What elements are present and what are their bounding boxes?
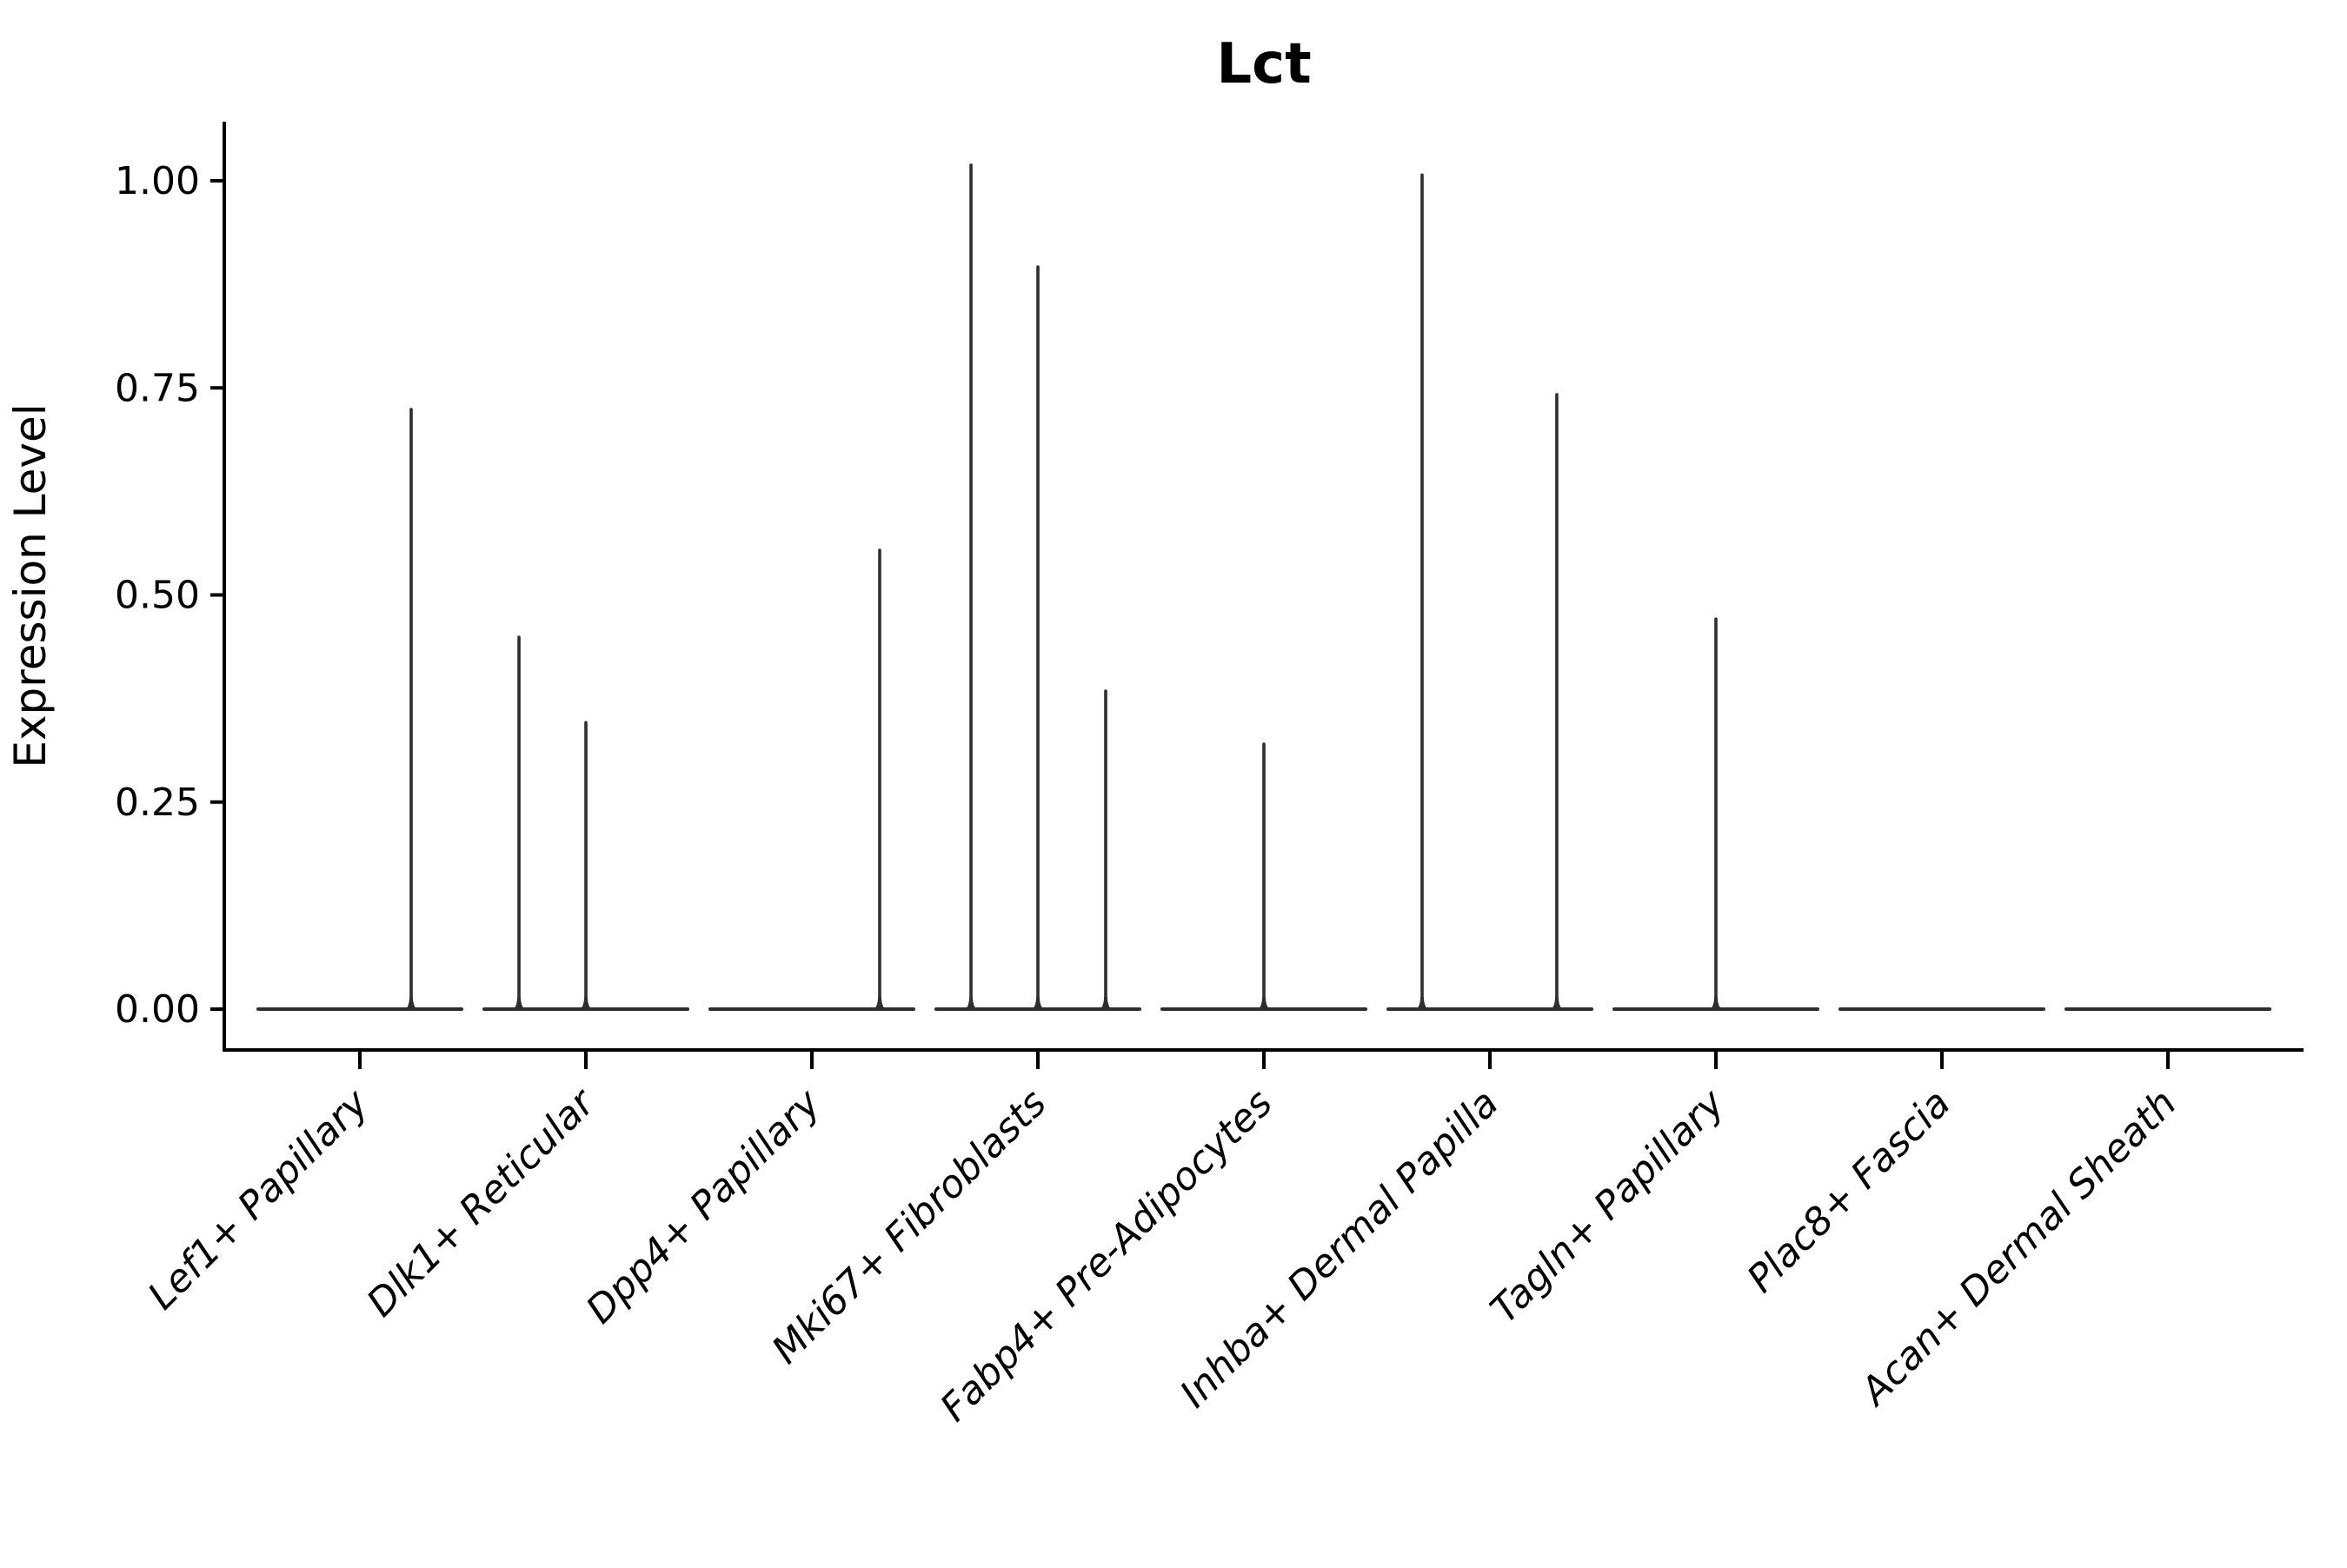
- violin-spike-base: [580, 997, 592, 1009]
- chart-title: Lct: [1216, 32, 1311, 96]
- violin-spike-base: [513, 997, 526, 1009]
- violin-spike-base: [1710, 997, 1722, 1009]
- violin-spike-base: [1416, 997, 1428, 1009]
- y-tick-label: 0.00: [115, 987, 200, 1032]
- y-tick-label: 0.75: [115, 366, 200, 410]
- y-tick-label: 0.25: [115, 781, 200, 825]
- x-tick-label: Plac8+ Fascia: [1739, 1081, 1958, 1301]
- violin-spike-base: [965, 997, 978, 1009]
- x-tick-label: Tagln+ Papillary: [1482, 1080, 1733, 1332]
- x-tick-label: Dlk1+ Reticular: [358, 1080, 604, 1325]
- violin-spike-base: [1550, 997, 1563, 1009]
- violin-spike-base: [874, 997, 886, 1009]
- y-tick-label: 1.00: [115, 159, 200, 203]
- axes-spines: [223, 122, 2304, 1052]
- x-tick-label: Dpp4+ Papillary: [578, 1080, 830, 1332]
- violin-spike-base: [405, 997, 418, 1009]
- y-axis-label: Expression Level: [5, 403, 56, 767]
- violins-group: [256, 163, 2271, 1011]
- violin-spike-base: [1032, 997, 1044, 1009]
- violin-spike-base: [1100, 997, 1112, 1009]
- y-axis: 0.00 0.25 0.50 0.75 1.00: [115, 159, 224, 1032]
- y-tick-label: 0.50: [115, 574, 200, 618]
- x-tick-label: Lef1+ Papillary: [140, 1080, 378, 1319]
- violin-spike-base: [1258, 997, 1270, 1009]
